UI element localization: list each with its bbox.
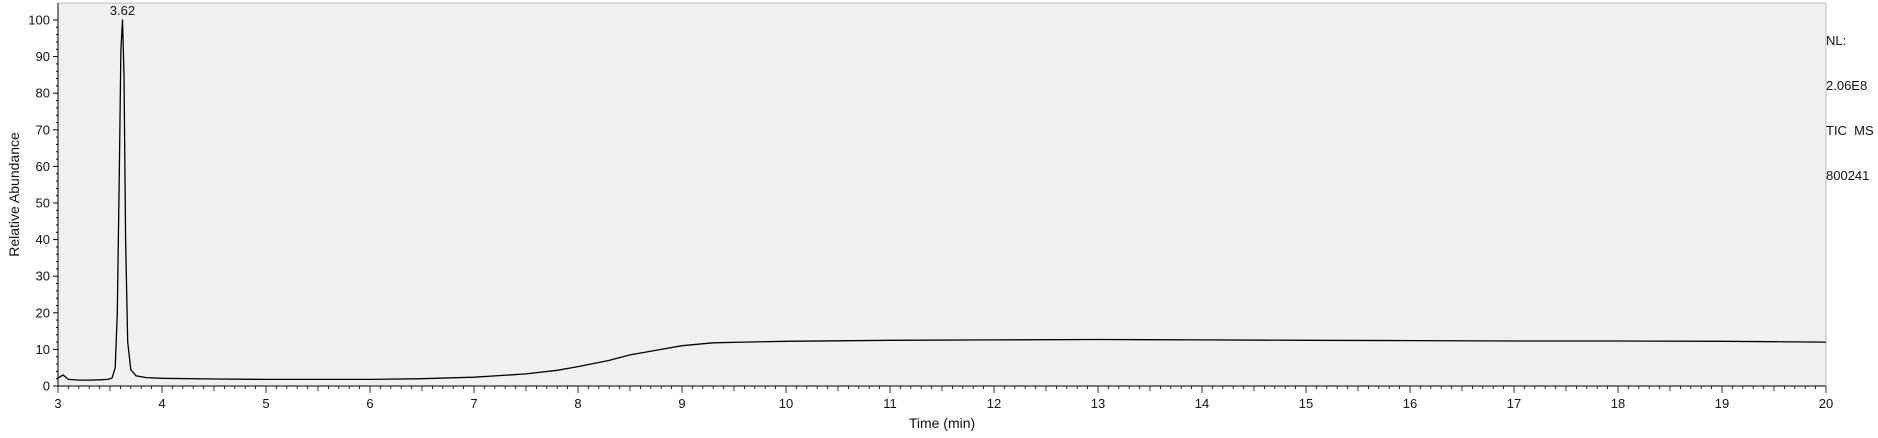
y-tick-label: 50	[36, 196, 50, 211]
y-tick-label: 60	[36, 159, 50, 174]
scan-filter: TIC MS	[1826, 123, 1874, 138]
plot-background	[57, 2, 1827, 387]
x-tick-label: 14	[1195, 396, 1209, 411]
x-tick-label: 16	[1403, 396, 1417, 411]
y-tick-label: 80	[36, 86, 50, 101]
y-tick-label: 30	[36, 269, 50, 284]
y-tick-label: 40	[36, 232, 50, 247]
y-tick-label: 20	[36, 305, 50, 320]
x-tick-label: 5	[262, 396, 269, 411]
x-tick-label: 18	[1611, 396, 1625, 411]
y-tick-label: 10	[36, 342, 50, 357]
x-tick-label: 6	[366, 396, 373, 411]
x-tick-label: 7	[470, 396, 477, 411]
x-tick-label: 3	[54, 396, 61, 411]
x-axis-title: Time (min)	[909, 415, 975, 431]
peak-label: 3.62	[110, 3, 135, 18]
normalization-info: NL: 2.06E8 TIC MS 800241	[1826, 3, 1874, 198]
x-tick-label: 13	[1091, 396, 1105, 411]
y-tick-label: 100	[28, 13, 50, 28]
y-axis-ticks: 0 10 20 30 40 50 60 70 80 90 100	[28, 13, 58, 394]
x-tick-label: 4	[158, 396, 165, 411]
x-tick-label: 12	[987, 396, 1001, 411]
x-tick-label: 8	[574, 396, 581, 411]
x-tick-label: 15	[1299, 396, 1313, 411]
x-axis-ticks: 3 4 5 6 7 8 9 10 11 12 13 14 15 16 17 18 19 20	[54, 386, 1833, 411]
x-tick-label: 11	[883, 396, 897, 411]
nl-value: 2.06E8	[1826, 78, 1868, 93]
nl-label: NL:	[1826, 33, 1847, 48]
x-tick-label: 20	[1819, 396, 1833, 411]
x-tick-label: 10	[779, 396, 793, 411]
x-tick-label: 17	[1507, 396, 1521, 411]
sample-id: 800241	[1826, 168, 1870, 183]
x-tick-label: 9	[678, 396, 685, 411]
x-tick-label: 19	[1715, 396, 1729, 411]
tic-trace-line	[57, 19, 1827, 381]
y-axis-title: Relative Abundance	[6, 132, 22, 257]
y-tick-label: 90	[36, 49, 50, 64]
y-tick-label: 70	[36, 122, 50, 137]
y-tick-label: 0	[43, 379, 50, 394]
